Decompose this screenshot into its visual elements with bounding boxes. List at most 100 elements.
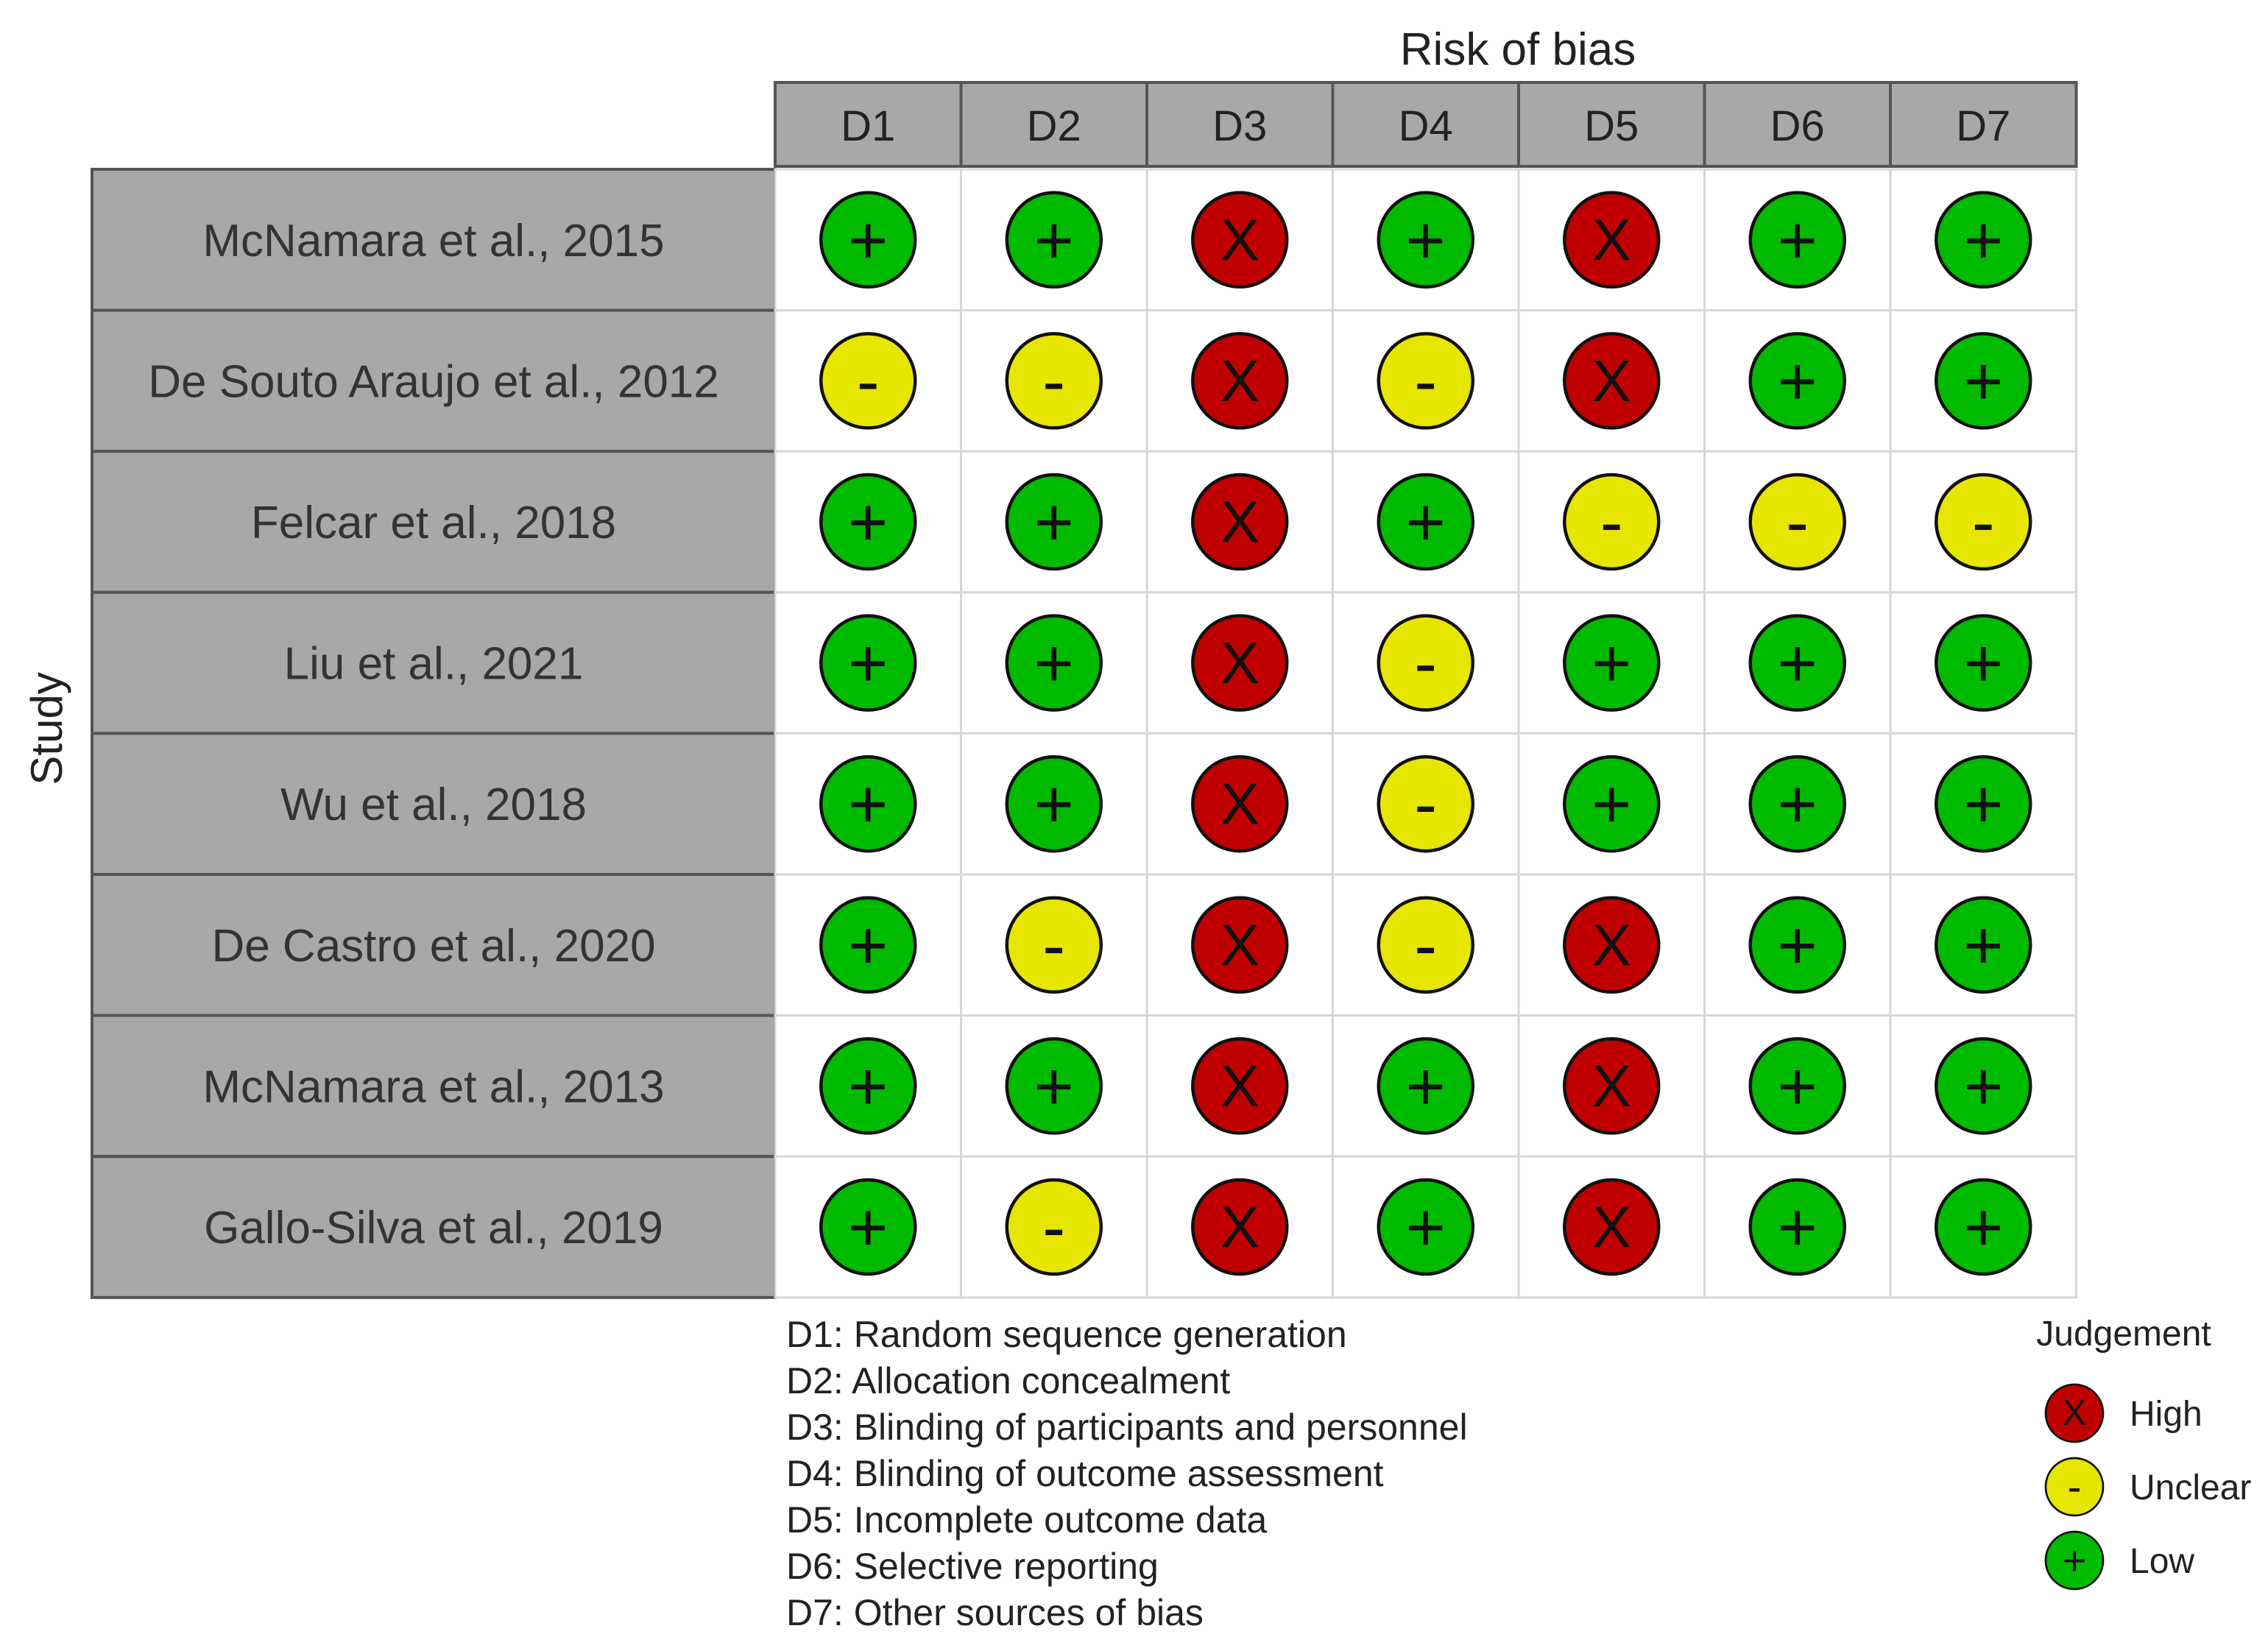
cell-1-1-low-circle <box>819 191 917 289</box>
cell-3-2-low-circle <box>1005 473 1103 571</box>
cell-8-5-high-circle <box>1563 1178 1661 1276</box>
cell-5-3-high-symbol: X <box>1220 771 1260 837</box>
domain-descriptions: D1: Random sequence generation D2: Alloca… <box>786 1314 1468 1633</box>
study-label-de-souto-araujo-et-al-2012: De Souto Araujo et al., 2012 <box>148 356 719 407</box>
cell-de-castro-et-al-2020-d2: - <box>960 873 1148 1017</box>
cell-7-6-low-symbol: + <box>1778 1047 1817 1124</box>
cell-3-5-unclear-circle <box>1563 473 1661 571</box>
cell-wu-et-al-2018-d2: + <box>960 732 1148 876</box>
legend-item-unclear: - Unclear <box>2044 1457 2251 1517</box>
cell-4-3-high-circle <box>1191 614 1289 712</box>
domain-header-d6 <box>1703 81 1892 168</box>
cell-mcnamara-et-al-2013-d7: + <box>1889 1014 2077 1158</box>
cell-de-castro-et-al-2020-d6: + <box>1703 873 1892 1017</box>
cell-mcnamara-et-al-2013-d2: + <box>960 1014 1148 1158</box>
domain-description-1: D1: Random sequence generation <box>786 1314 1347 1355</box>
cell-mcnamara-et-al-2013-d4: + <box>1332 1014 1520 1158</box>
domain-description-6: D6: Selective reporting <box>786 1546 1159 1587</box>
cell-3-6-unclear-circle <box>1748 473 1846 571</box>
cell-de-castro-et-al-2020-d1: + <box>774 873 962 1017</box>
cell-mcnamara-et-al-2013-d1: + <box>774 1014 962 1158</box>
cell-wu-et-al-2018-d3: X <box>1145 732 1334 876</box>
cell-3-1-low-symbol: + <box>848 484 888 560</box>
cell-mcnamara-et-al-2015-d6: + <box>1703 168 1892 312</box>
legend-title: Judgement <box>2036 1315 2211 1354</box>
cell-felcar-et-al-2018-d6: - <box>1703 450 1892 594</box>
domain-label-d5: D5 <box>1584 102 1639 150</box>
legend-item-low: + Low <box>2044 1530 2194 1591</box>
cell-4-6-low-symbol: + <box>1778 625 1817 701</box>
domain-label-d7: D7 <box>1956 102 2010 150</box>
cell-5-4-unclear-symbol: - <box>1414 765 1437 842</box>
cell-6-7-low-symbol: + <box>1963 907 2003 983</box>
cell-8-6-low-circle <box>1748 1178 1846 1276</box>
cell-8-4-low-circle <box>1377 1178 1474 1276</box>
legend-unclear-symbol: - <box>2068 1464 2082 1510</box>
domain-description-4: D4: Blinding of outcome assessment <box>786 1453 1384 1494</box>
cell-2-6-low-circle <box>1748 332 1846 430</box>
cell-felcar-et-al-2018-d5: - <box>1517 450 1706 594</box>
cell-8-4-low-symbol: + <box>1406 1189 1446 1265</box>
cell-1-3-high-symbol: X <box>1220 207 1260 272</box>
cell-gallo-silva-et-al-2019-d3: X <box>1145 1155 1334 1299</box>
legend-unclear-circle <box>2044 1457 2105 1517</box>
legend-item-high: X High <box>2044 1383 2202 1443</box>
cell-8-2-unclear-symbol: - <box>1042 1189 1065 1265</box>
domain-description-7: D7: Other sources of bias <box>786 1592 1204 1633</box>
cell-5-5-low-symbol: + <box>1592 765 1631 842</box>
cell-4-2-low-symbol: + <box>1034 625 1074 701</box>
domain-label-d2: D2 <box>1027 102 1081 150</box>
cell-2-7-low-circle <box>1935 332 2032 430</box>
cell-7-7-low-symbol: + <box>1963 1047 2003 1124</box>
cell-2-5-high-symbol: X <box>1592 348 1631 414</box>
cell-mcnamara-et-al-2013-d5: X <box>1517 1014 1706 1158</box>
cell-2-7-low-symbol: + <box>1963 342 2003 419</box>
cell-6-5-high-circle <box>1563 896 1661 994</box>
legend-label-high: High <box>2130 1395 2202 1434</box>
cell-wu-et-al-2018-d4: - <box>1332 732 1520 876</box>
cell-1-6-low-symbol: + <box>1778 202 1817 278</box>
cell-felcar-et-al-2018-d3: X <box>1145 450 1334 594</box>
cell-de-souto-araujo-et-al-2012-d6: + <box>1703 309 1892 453</box>
cell-4-7-low-circle <box>1935 614 2032 712</box>
domain-header-d7 <box>1889 81 2078 168</box>
cell-gallo-silva-et-al-2019-d7: + <box>1889 1155 2077 1299</box>
cell-8-1-low-symbol: + <box>848 1189 888 1265</box>
judgement-grid: + + X + X + + - - X - X + + + + X + - - - + + X - + + + + + X - + + + + - X - X… <box>774 168 2077 1299</box>
cell-1-4-low-symbol: + <box>1406 202 1446 278</box>
cell-3-7-unclear-circle <box>1935 473 2032 571</box>
cell-5-1-low-circle <box>819 754 917 853</box>
cell-6-2-unclear-circle <box>1005 896 1103 994</box>
cell-gallo-silva-et-al-2019-d6: + <box>1703 1155 1892 1299</box>
legend-label-unclear: Unclear <box>2130 1468 2251 1507</box>
cell-4-3-high-symbol: X <box>1220 630 1260 696</box>
domain-header-d1 <box>774 81 963 168</box>
cell-7-1-low-symbol: + <box>848 1047 888 1124</box>
cell-6-3-high-symbol: X <box>1220 912 1260 977</box>
cell-liu-et-al-2021-d6: + <box>1703 591 1892 735</box>
cell-8-7-low-circle <box>1935 1178 2032 1276</box>
cell-7-3-high-circle <box>1191 1037 1289 1135</box>
study-label-mcnamara-et-al-2015: McNamara et al., 2015 <box>202 216 664 266</box>
legend-low-symbol: + <box>2062 1538 2086 1584</box>
cell-4-5-low-symbol: + <box>1592 625 1631 701</box>
cell-1-2-low-circle <box>1005 191 1103 289</box>
cell-7-5-high-circle <box>1563 1037 1661 1135</box>
domain-header-d2 <box>959 81 1148 168</box>
cell-mcnamara-et-al-2013-d6: + <box>1703 1014 1892 1158</box>
cell-felcar-et-al-2018-d7: - <box>1889 450 2077 594</box>
cell-5-5-low-circle <box>1563 754 1661 853</box>
study-label-liu-et-al-2021: Liu et al., 2021 <box>284 639 584 690</box>
cell-3-6-unclear-symbol: - <box>1786 484 1809 560</box>
cell-2-3-high-circle <box>1191 332 1289 430</box>
cell-wu-et-al-2018-d5: + <box>1517 732 1706 876</box>
cell-1-5-high-symbol: X <box>1592 207 1631 272</box>
cell-mcnamara-et-al-2015-d7: + <box>1889 168 2077 312</box>
study-row-5 <box>91 732 777 877</box>
cell-4-4-unclear-symbol: - <box>1414 625 1437 701</box>
cell-3-3-high-circle <box>1191 473 1289 571</box>
legend-high-circle <box>2044 1383 2105 1443</box>
cell-liu-et-al-2021-d5: + <box>1517 591 1706 735</box>
cell-8-6-low-symbol: + <box>1778 1189 1817 1265</box>
cell-2-5-high-circle <box>1563 332 1661 430</box>
